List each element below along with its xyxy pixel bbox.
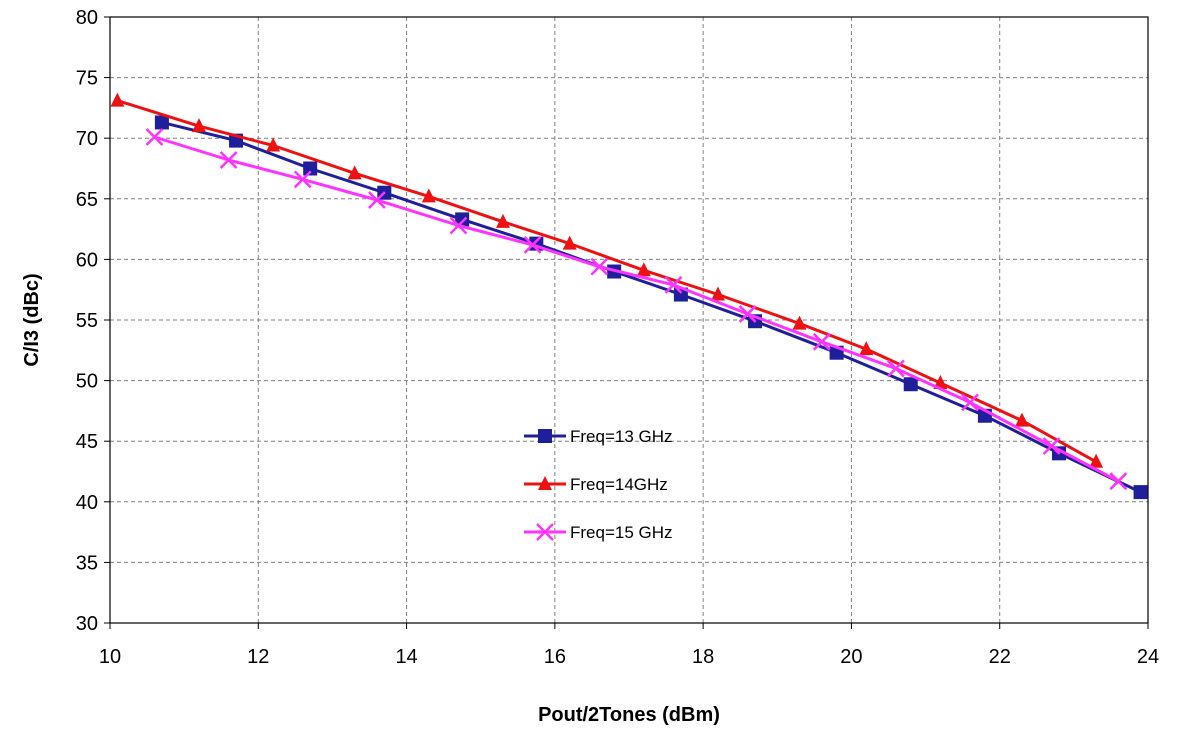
legend-label: Freq=14GHz (570, 475, 668, 494)
data-point (191, 118, 206, 133)
data-point (562, 235, 577, 250)
data-point (887, 359, 905, 378)
data-point (664, 275, 683, 294)
data-point (1014, 412, 1029, 427)
data-point (903, 377, 918, 392)
series-line (161, 120, 1142, 494)
y-tick-label: 30 (76, 613, 98, 635)
series-2 (110, 92, 1104, 468)
data-point (673, 287, 688, 302)
y-axis-title: C/I3 (dBc) (21, 273, 43, 366)
data-point (368, 191, 386, 209)
data-point (1042, 437, 1061, 455)
data-point (590, 257, 609, 276)
data-point (495, 213, 510, 228)
legend-marker (536, 523, 554, 541)
legend-marker (538, 429, 552, 443)
series-line (154, 135, 1120, 483)
legend-item: Freq=14GHz (524, 475, 668, 494)
data-point (303, 161, 318, 176)
data-point (293, 170, 312, 189)
x-tick-label: 18 (692, 646, 714, 668)
data-point (859, 341, 874, 356)
y-tick-label: 70 (76, 128, 98, 150)
x-tick-label: 14 (395, 646, 417, 668)
y-tick-label: 45 (76, 431, 98, 453)
data-point (219, 151, 238, 169)
tick-labels: 10 12 14 16 18 20 22 24 30 35 40 45 50 55 60 65 70 75 80 (76, 7, 1159, 668)
grid-layer (110, 17, 1148, 623)
x-tick-label: 16 (544, 646, 566, 668)
data-point (449, 216, 468, 235)
data-point (110, 92, 125, 107)
data-point (738, 305, 757, 323)
data-point (710, 286, 725, 301)
data-point (523, 235, 542, 254)
data-point (933, 375, 948, 390)
y-tick-label: 60 (76, 249, 98, 271)
data-point (792, 315, 807, 330)
x-tick-label: 20 (840, 646, 862, 668)
data-point (1133, 485, 1148, 500)
series-layer (110, 92, 1148, 500)
x-tick-label: 12 (247, 646, 269, 668)
data-point (1109, 472, 1128, 491)
data-point (812, 332, 831, 351)
y-tick-label: 80 (76, 7, 98, 29)
y-tick-label: 50 (76, 371, 98, 393)
legend-label: Freq=15 GHz (570, 523, 673, 542)
x-tick-label: 22 (989, 646, 1011, 668)
data-point (455, 212, 470, 227)
data-point (636, 262, 651, 277)
x-tick-label: 24 (1137, 646, 1159, 668)
legend-marker (538, 476, 552, 490)
y-tick-label: 65 (76, 189, 98, 211)
data-point (1089, 453, 1104, 468)
series-line (116, 99, 1097, 464)
data-point (145, 128, 164, 146)
legend-label: Freq=13 GHz (570, 427, 673, 446)
y-tick-label: 40 (76, 492, 98, 514)
x-tick-label: 10 (99, 646, 121, 668)
data-point (961, 393, 979, 412)
legend-item: Freq=13 GHz (524, 427, 673, 446)
data-point (154, 115, 169, 130)
series-3 (145, 128, 1128, 491)
y-tick-label: 75 (76, 68, 98, 90)
y-tick-label: 55 (76, 310, 98, 332)
legend: Freq=13 GHz Freq=14GHz Freq=15 GHz (524, 427, 673, 542)
data-point (421, 188, 436, 203)
data-point (347, 165, 362, 180)
y-tick-label: 35 (76, 552, 98, 574)
data-point (266, 137, 281, 152)
x-axis-title: Pout/2Tones (dBm) (538, 704, 720, 726)
legend-item: Freq=15 GHz (524, 523, 673, 542)
